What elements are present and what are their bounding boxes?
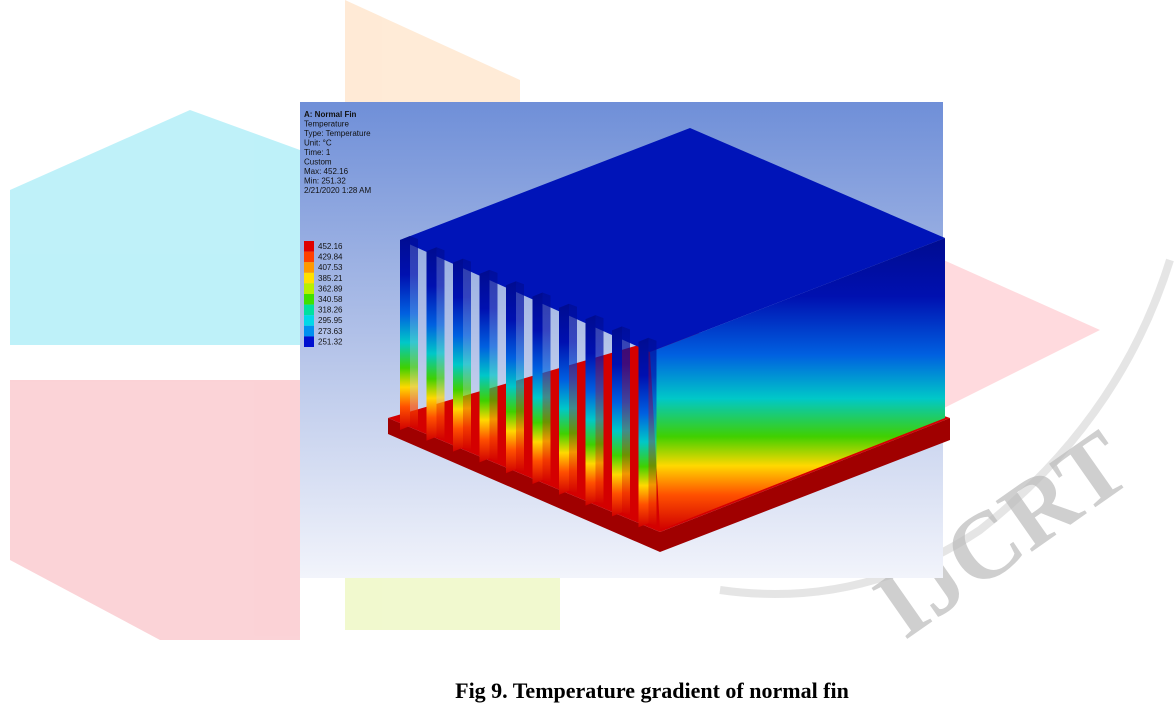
fin: [480, 270, 490, 463]
info-line: Temperature: [304, 120, 349, 129]
fin: [453, 259, 463, 452]
legend-swatch: [304, 241, 314, 252]
legend-swatch: [304, 305, 314, 316]
fin-side: [463, 259, 471, 451]
legend-label: 318.26: [318, 306, 343, 315]
info-line: Max: 452.16: [304, 167, 349, 176]
fin-side: [569, 304, 577, 494]
legend-label: 295.95: [318, 316, 343, 325]
legend-label: 273.63: [318, 327, 343, 336]
legend-swatch: [304, 262, 314, 273]
canvas: IJCRT A: Normal FinTemperatureType: Temp…: [0, 0, 1174, 714]
fin: [427, 247, 437, 440]
fin-side: [490, 270, 498, 462]
legend-label: 362.89: [318, 284, 343, 293]
legend-label: 385.21: [318, 274, 343, 283]
legend-label: 452.16: [318, 242, 343, 251]
fin-side: [516, 281, 524, 472]
legend-swatch: [304, 283, 314, 294]
fin-side: [596, 315, 604, 505]
fin: [533, 293, 543, 485]
fin-side: [410, 236, 418, 429]
legend-swatch: [304, 336, 314, 347]
fin: [639, 338, 649, 528]
info-line: Time: 1: [304, 148, 331, 157]
info-line: A: Normal Fin: [304, 110, 357, 119]
legend-swatch: [304, 294, 314, 305]
info-line: Type: Temperature: [304, 129, 371, 138]
page: IJCRT A: Normal FinTemperatureType: Temp…: [0, 0, 1174, 714]
fin: [586, 315, 596, 506]
fin-side: [649, 338, 657, 527]
legend-swatch: [304, 315, 314, 326]
fin: [506, 281, 516, 473]
legend-label: 340.58: [318, 295, 343, 304]
fin: [612, 326, 622, 516]
info-line: 2/21/2020 1:28 AM: [304, 186, 372, 195]
fin-side: [437, 247, 445, 439]
fin: [400, 236, 410, 430]
info-line: Unit: °C: [304, 139, 332, 148]
legend-swatch: [304, 252, 314, 263]
fin: [559, 304, 569, 495]
info-line: Custom: [304, 158, 332, 167]
fin-side: [622, 326, 630, 515]
info-line: Min: 251.32: [304, 177, 346, 186]
legend-swatch: [304, 273, 314, 284]
legend-label: 429.84: [318, 253, 343, 262]
fin-side: [543, 293, 551, 484]
legend-swatch: [304, 326, 314, 337]
legend-label: 407.53: [318, 263, 343, 272]
caption: Fig 9. Temperature gradient of normal fi…: [455, 678, 849, 703]
legend-label: 251.32: [318, 337, 343, 346]
